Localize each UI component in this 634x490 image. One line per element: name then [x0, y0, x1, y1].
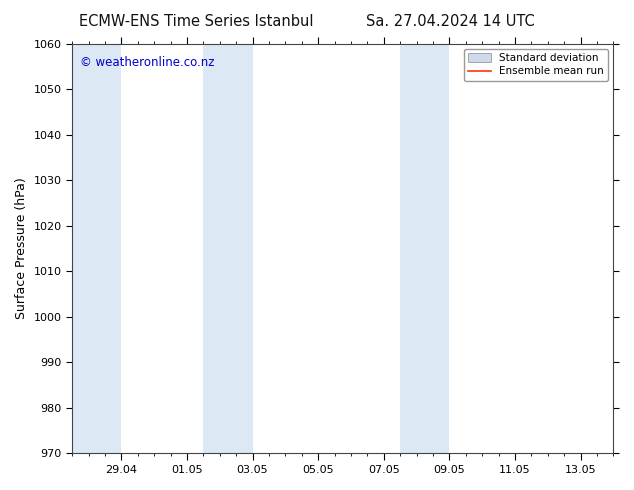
- Text: Sa. 27.04.2024 14 UTC: Sa. 27.04.2024 14 UTC: [366, 14, 534, 29]
- Text: ECMW-ENS Time Series Istanbul: ECMW-ENS Time Series Istanbul: [79, 14, 314, 29]
- Bar: [72, 44, 121, 453]
- Bar: [400, 44, 450, 453]
- Text: © weatheronline.co.nz: © weatheronline.co.nz: [81, 56, 215, 69]
- Y-axis label: Surface Pressure (hPa): Surface Pressure (hPa): [15, 178, 28, 319]
- Bar: [204, 44, 252, 453]
- Legend: Standard deviation, Ensemble mean run: Standard deviation, Ensemble mean run: [464, 49, 608, 81]
